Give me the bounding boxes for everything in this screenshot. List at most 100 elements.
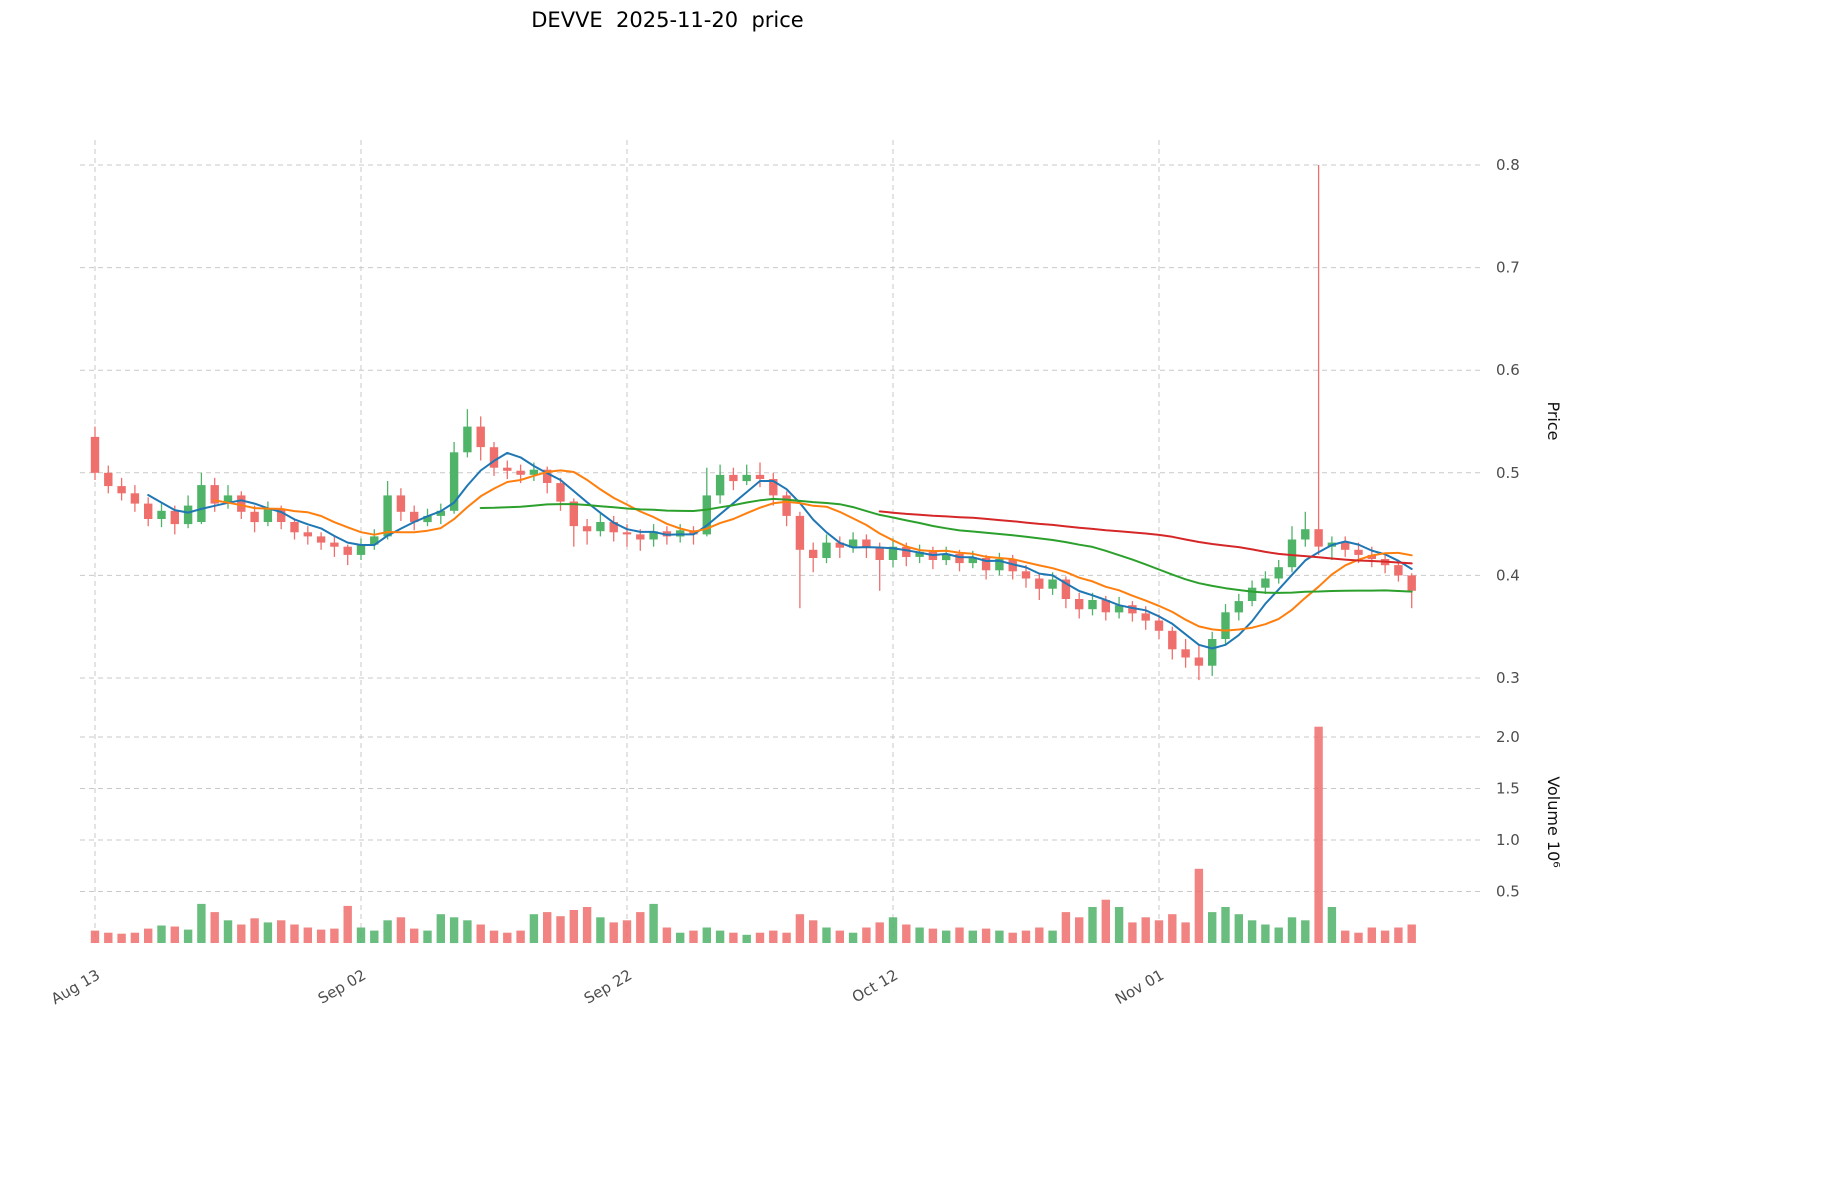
volume-bar xyxy=(1367,927,1376,943)
candle-body xyxy=(543,469,552,483)
candle-body xyxy=(848,539,858,548)
volume-bar xyxy=(1407,924,1416,943)
candle-body xyxy=(582,526,592,532)
candle-body xyxy=(316,536,326,543)
price-tick-label: 0.7 xyxy=(1496,259,1520,277)
volume-bar xyxy=(1314,726,1323,943)
candle-body xyxy=(1194,657,1204,666)
candle-body xyxy=(795,515,805,550)
volume-bar xyxy=(1154,920,1164,943)
candle-body xyxy=(1287,539,1297,568)
volume-bar xyxy=(809,920,818,943)
volume-bar xyxy=(782,932,791,943)
candle-body xyxy=(1314,529,1323,547)
volume-bar xyxy=(1354,932,1363,943)
volume-bar xyxy=(955,927,964,943)
volume-bar xyxy=(290,924,299,943)
candle-body xyxy=(449,452,459,511)
candle-body xyxy=(809,549,818,558)
candle-body xyxy=(290,522,299,533)
volume-bar xyxy=(90,930,100,943)
ma-line-5 xyxy=(147,451,1413,650)
candle-body xyxy=(702,495,711,535)
candle-body xyxy=(782,495,791,516)
volume-bar xyxy=(104,932,113,943)
volume-bar xyxy=(449,917,459,944)
volume-bar xyxy=(888,917,898,944)
candle-body xyxy=(862,539,871,548)
candle-body xyxy=(556,483,565,502)
volume-bar xyxy=(1035,927,1044,943)
volume-bar xyxy=(170,926,179,943)
candle-body xyxy=(237,495,246,512)
volume-bar xyxy=(1048,930,1057,943)
volume-bar xyxy=(769,930,778,943)
volume-bar xyxy=(423,930,432,943)
candle-body xyxy=(529,469,539,475)
volume-bar xyxy=(370,930,379,943)
candle-body xyxy=(1088,600,1097,610)
candle-body xyxy=(503,467,512,471)
volume-bar xyxy=(263,922,273,943)
volume-bar xyxy=(981,928,991,943)
volume-bar xyxy=(330,928,339,943)
ma-line-10 xyxy=(213,469,1413,632)
price-tick-label: 0.3 xyxy=(1496,669,1520,687)
volume-bar xyxy=(755,932,765,943)
volume-bar xyxy=(503,932,512,943)
volume-bar xyxy=(1061,912,1071,943)
volume-bar xyxy=(848,932,858,943)
candle-body xyxy=(1274,567,1283,579)
candle-body xyxy=(183,505,193,525)
volume-bar xyxy=(183,929,193,943)
price-tick-label: 0.5 xyxy=(1496,464,1520,482)
volume-bar xyxy=(476,924,485,943)
volume-bar xyxy=(609,922,618,943)
candle-body xyxy=(1048,579,1057,589)
candle-body xyxy=(1341,542,1350,550)
volume-bar xyxy=(223,920,233,943)
volume-bar xyxy=(702,927,711,943)
x-tick-label: Nov 01 xyxy=(1112,966,1167,1008)
candle-body xyxy=(902,546,911,557)
candle-body xyxy=(715,474,725,496)
volume-bar xyxy=(676,932,685,943)
candle-body xyxy=(1075,599,1084,610)
candle-body xyxy=(995,559,1004,571)
volume-bar xyxy=(715,930,725,943)
volume-bar xyxy=(556,916,565,943)
volume-bar xyxy=(117,933,126,943)
candle-body xyxy=(157,510,166,519)
candle-body xyxy=(1247,587,1257,601)
candle-body xyxy=(729,474,738,482)
candle-body xyxy=(569,501,578,527)
candle-body xyxy=(410,511,419,523)
volume-bar xyxy=(529,914,539,943)
candle-body xyxy=(981,558,991,571)
volume-tick-label: 0.5 xyxy=(1496,883,1520,901)
volume-bar xyxy=(1274,927,1283,943)
price-tick-label: 0.4 xyxy=(1496,566,1520,584)
candle-body xyxy=(1181,649,1190,658)
candle-body xyxy=(370,536,379,545)
candle-body xyxy=(277,508,286,522)
volume-bar xyxy=(596,917,605,944)
price-tick-label: 0.8 xyxy=(1496,156,1520,174)
candle-body xyxy=(835,542,844,548)
volume-bar xyxy=(1247,920,1257,943)
volume-bar xyxy=(410,928,419,943)
volume-bar xyxy=(303,927,312,943)
candle-body xyxy=(1221,612,1230,639)
candle-body xyxy=(436,510,445,516)
x-tick-label: Sep 02 xyxy=(315,966,369,1008)
candle-body xyxy=(1154,620,1164,631)
x-tick-label: Sep 22 xyxy=(581,966,635,1008)
candle-body xyxy=(1061,579,1071,599)
candle-body xyxy=(1234,601,1243,613)
candle-body xyxy=(1101,600,1110,613)
volume-bar xyxy=(130,932,140,943)
volume-bar xyxy=(636,912,645,943)
candle-body xyxy=(463,426,472,453)
volume-bar xyxy=(902,924,911,943)
candle-body xyxy=(356,544,366,555)
